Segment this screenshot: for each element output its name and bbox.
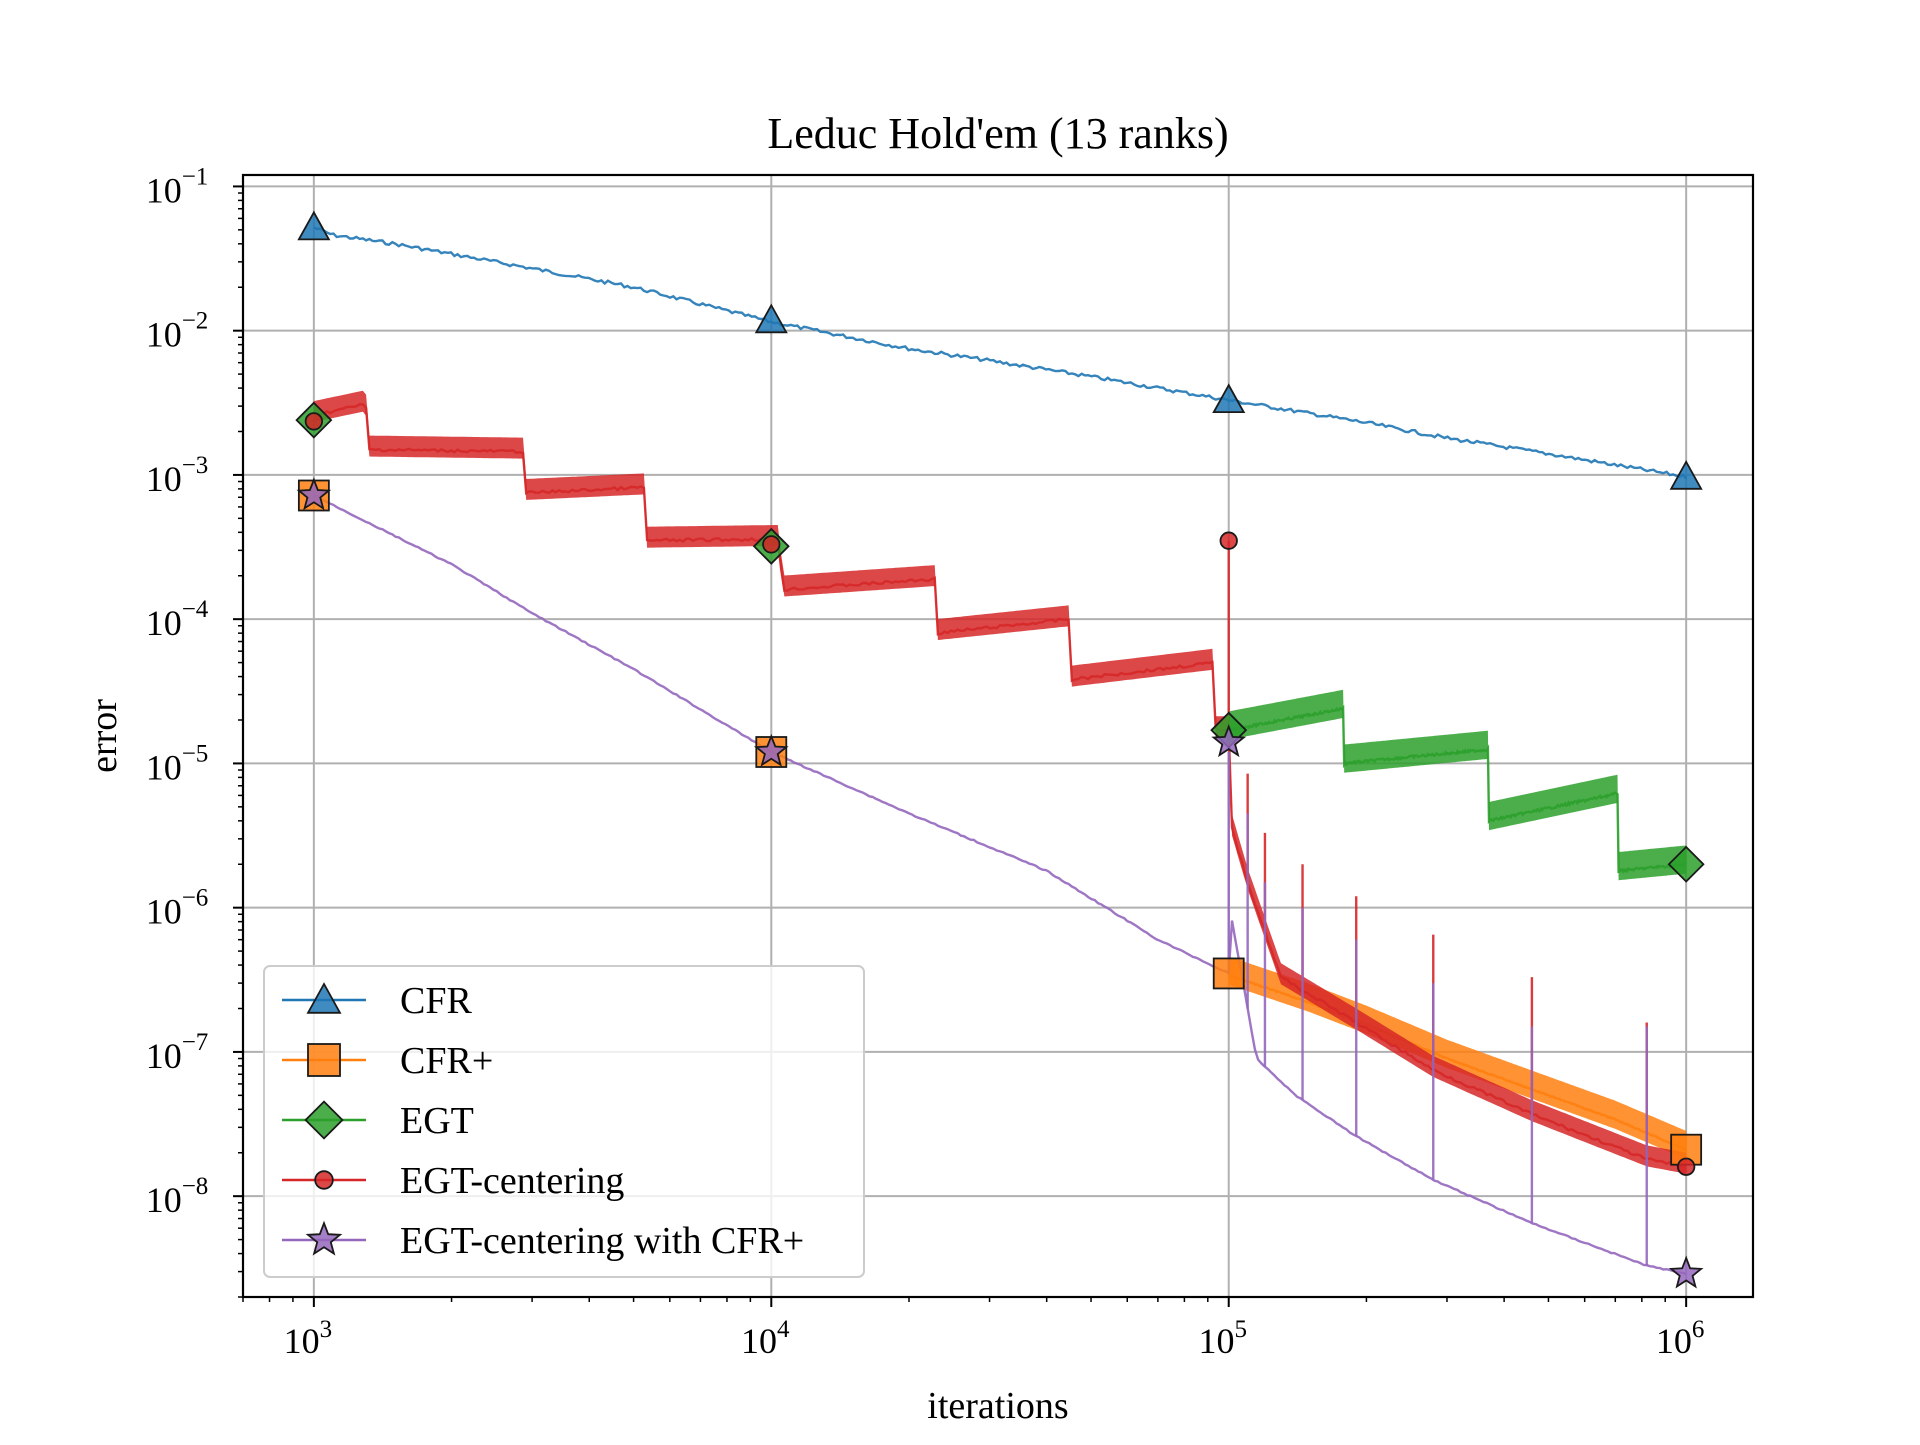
cfr-legend-marker [307, 1043, 341, 1077]
egt-centering-with-cfr-marker [296, 477, 332, 511]
cfr-marker [1669, 459, 1703, 490]
legend-box [263, 965, 865, 1278]
egt-legend-marker [304, 1100, 344, 1140]
cfr-marker [1212, 957, 1245, 990]
cfr-line [1228, 974, 1687, 1151]
egt-legend-label: EGT [400, 1100, 474, 1142]
egt-centering-with-cfr-marker [1668, 1255, 1704, 1289]
egt-line [1228, 704, 1687, 874]
cfr-marker [1212, 383, 1246, 414]
plot-series [313, 226, 1688, 1275]
x-tick-label: 104 [741, 1316, 790, 1361]
cfr-line [313, 226, 1688, 480]
egt-centering-marker [1219, 531, 1238, 550]
cfr-marker [297, 210, 331, 241]
egt-centering-line [313, 403, 1687, 1169]
plot-markers [295, 210, 1705, 1289]
egt-centering-marker [304, 412, 324, 431]
egt-centering-marker [762, 535, 781, 554]
legend: CFR CFR+ EGT EGT-centering EGT-centering wit… [263, 965, 865, 1278]
x-tick-label: 106 [1656, 1316, 1705, 1361]
plot-area-frame [241, 173, 1755, 1299]
chart-title: Leduc Hold'em (13 ranks) [767, 109, 1228, 158]
cfr-legend-label: CFR+ [400, 1040, 493, 1082]
y-tick-label: 10−3 [146, 452, 209, 499]
x-axis-label: iterations [927, 1385, 1068, 1427]
cfr-legend-label: CFR [400, 980, 472, 1022]
y-tick-label: 10−7 [146, 1029, 209, 1076]
x-tick-label: 103 [284, 1316, 333, 1361]
cfr-legend-marker [306, 982, 342, 1014]
y-axis-label: error [83, 699, 125, 773]
egt-marker [1667, 845, 1705, 883]
y-tick-label: 10−6 [146, 885, 209, 932]
y-tick-label: 10−4 [146, 596, 209, 643]
y-tick-label: 10−2 [146, 308, 209, 355]
y-tick-label: 10−5 [146, 740, 209, 787]
egt-centering-with-cfr-marker [1211, 724, 1247, 758]
egt-band [1228, 689, 1687, 881]
y-tick-label: 10−1 [146, 163, 209, 210]
axes-ticks: 103 104 105 106 10−1 10−2 10−3 10−4 10−5 10−6 10−7… [146, 163, 1705, 1361]
egt-centering-with-cfr-marker [753, 733, 789, 767]
egt-centering-legend-marker [314, 1170, 334, 1190]
egt-centering-legend-label: EGT-centering [400, 1160, 624, 1202]
x-tick-label: 105 [1198, 1316, 1247, 1361]
cfr-marker [754, 303, 788, 334]
egt-centering-with-cfr-legend-label: EGT-centering with CFR+ [400, 1220, 804, 1262]
egt-centering-marker [1677, 1157, 1696, 1176]
egt-centering-with-cfr-legend-marker [305, 1220, 343, 1256]
y-tick-label: 10−8 [146, 1173, 209, 1220]
egt-centering-with-cfr-line [313, 494, 1687, 1275]
